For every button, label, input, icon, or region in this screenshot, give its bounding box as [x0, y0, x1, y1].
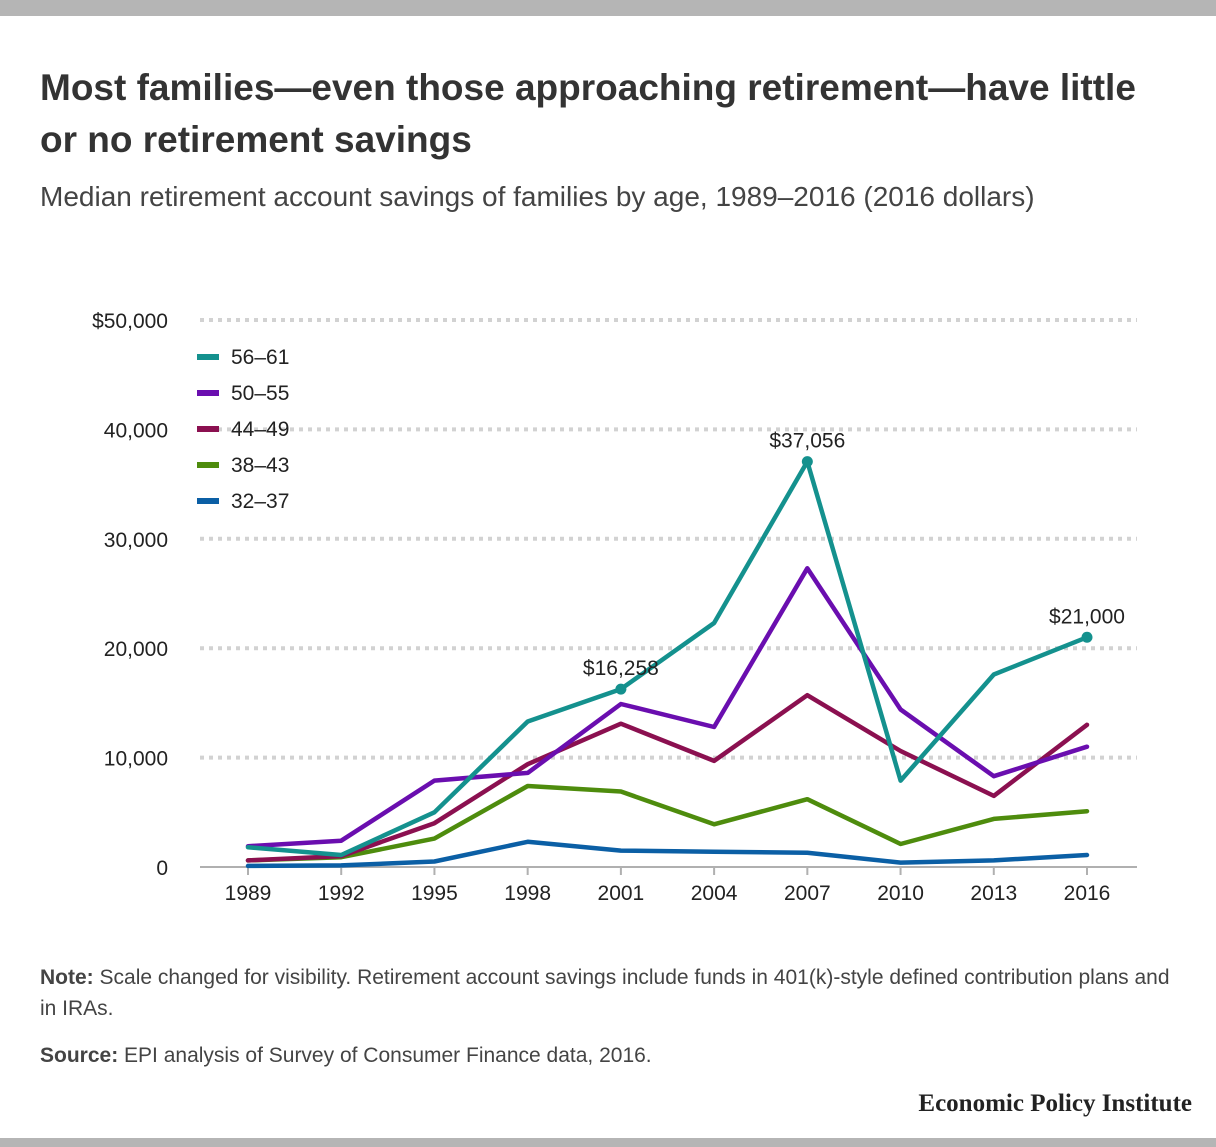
- y-tick-label: 30,000: [104, 529, 168, 552]
- chart-title: Most families—even those approaching ret…: [40, 67, 1136, 160]
- series-line: [245, 459, 1090, 858]
- y-tick-label: 0: [156, 857, 168, 880]
- series-line: [245, 692, 1090, 863]
- legend-label: 38–43: [231, 454, 289, 477]
- note-label: Note:: [40, 966, 94, 989]
- legend-swatch: [197, 354, 219, 360]
- x-tick-label: 1995: [411, 882, 458, 905]
- legend-label: 44–49: [231, 418, 289, 441]
- y-tick-label: 20,000: [104, 638, 168, 661]
- legend-swatch: [197, 390, 219, 396]
- chart-subtitle: Median retirement account savings of fam…: [40, 181, 1035, 212]
- series-line: [245, 839, 1090, 869]
- note-text: Scale changed for visibility. Retirement…: [40, 966, 1170, 1020]
- data-label: $37,056: [769, 430, 845, 453]
- x-tick-label: 2004: [691, 882, 738, 905]
- x-tick-label: 2001: [598, 882, 645, 905]
- source-text: EPI analysis of Survey of Consumer Finan…: [118, 1044, 652, 1067]
- series-line: [245, 783, 1090, 863]
- legend-label: 32–37: [231, 490, 289, 513]
- x-tick-label: 2016: [1064, 882, 1111, 905]
- data-label: $16,258: [583, 657, 659, 680]
- y-tick-label: 10,000: [104, 748, 168, 771]
- series-line: [245, 566, 1090, 849]
- source-label: Source:: [40, 1044, 119, 1067]
- x-tick-label: 2013: [970, 882, 1017, 905]
- y-tick-label: 40,000: [104, 419, 168, 442]
- x-tick-label: 1989: [225, 882, 272, 905]
- legend-swatch: [197, 498, 219, 504]
- bottom-border-bar: [0, 1138, 1216, 1147]
- x-tick-label: 2010: [877, 882, 924, 905]
- top-border-bar: [0, 0, 1216, 16]
- data-point-marker: [615, 683, 627, 695]
- data-point-marker: [801, 456, 813, 468]
- x-tick-label: 1998: [504, 882, 551, 905]
- brand-logo-text: Economic Policy Institute: [918, 1090, 1192, 1117]
- legend-swatch: [197, 426, 219, 432]
- y-tick-label: $50,000: [92, 310, 168, 333]
- x-tick-label: 1992: [318, 882, 365, 905]
- legend-swatch: [197, 462, 219, 468]
- chart-note: Note: Scale changed for visibility. Reti…: [40, 962, 1170, 1024]
- line-chart: 0 10,000 20,000 30,000 40,000 $50,000 1989 1992…: [92, 310, 1137, 905]
- data-point-marker: [1081, 631, 1093, 643]
- legend-label: 50–55: [231, 382, 289, 405]
- data-label: $21,000: [1049, 605, 1125, 628]
- chart-source: Source: EPI analysis of Survey of Consum…: [40, 1040, 1170, 1071]
- legend-label: 56–61: [231, 346, 289, 369]
- x-tick-label: 2007: [784, 882, 831, 905]
